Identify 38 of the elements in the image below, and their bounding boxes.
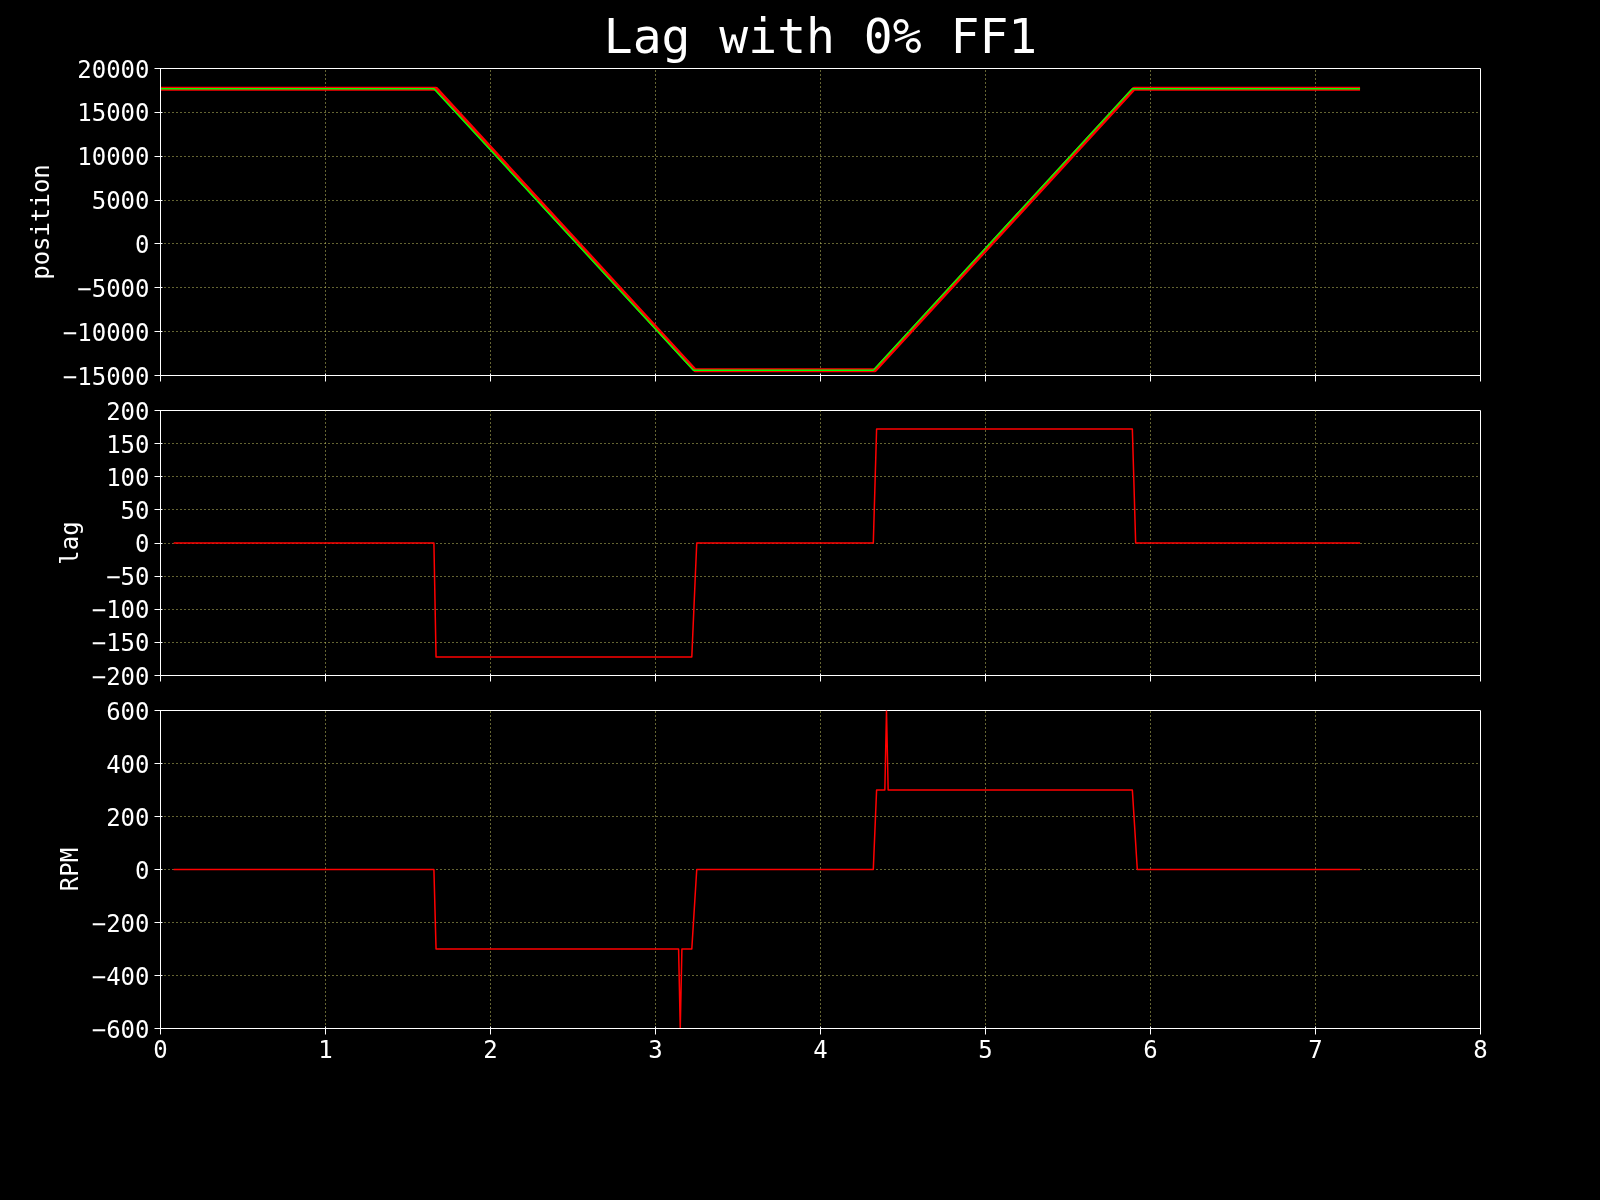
x-tick-label: 8 [1473,1035,1488,1064]
y-tick-label: 0 [135,856,150,885]
y-tick-label: 200 [106,803,150,832]
y-tick-label: −200 [91,662,150,691]
x-tick-label: 4 [813,1035,828,1064]
y-tick-label: −10000 [62,318,150,347]
y-tick-label: −600 [91,1015,150,1044]
x-tick-label: 1 [318,1035,333,1064]
x-tick-label: 2 [483,1035,498,1064]
y-tick-label: −200 [91,909,150,938]
x-tick-label: 5 [978,1035,993,1064]
x-tick-label: 7 [1308,1035,1323,1064]
y-tick-label: −5000 [77,274,150,303]
y-tick-label: 20000 [77,55,150,84]
x-tick-label: 6 [1143,1035,1158,1064]
y-tick-label: −150 [91,629,150,658]
y-tick-label: 5000 [91,187,150,216]
chart-title: Lag with 0% FF1 [603,7,1038,64]
y-tick-label: 400 [106,750,150,779]
line-series [172,710,1361,1029]
y-tick-label: 100 [106,463,150,492]
y-axis-title: RPM [55,847,84,892]
y-axis-title: lag [55,521,84,565]
y-tick-label: 0 [135,230,150,259]
x-tick-label: 0 [153,1035,168,1064]
y-tick-label: −50 [106,563,150,592]
y-tick-label: −100 [91,596,150,625]
y-tick-label: 0 [135,530,150,558]
y-tick-label: 50 [120,496,150,525]
y-tick-label: 150 [106,430,150,459]
y-tick-label: 600 [106,697,150,726]
y-tick-label: −400 [91,962,150,991]
y-axis-title: position [26,164,55,280]
y-tick-label: 15000 [77,99,150,128]
x-tick-label: 3 [648,1035,663,1064]
y-tick-label: 200 [106,397,150,426]
y-tick-label: −15000 [62,362,150,391]
y-tick-label: 10000 [77,143,150,172]
